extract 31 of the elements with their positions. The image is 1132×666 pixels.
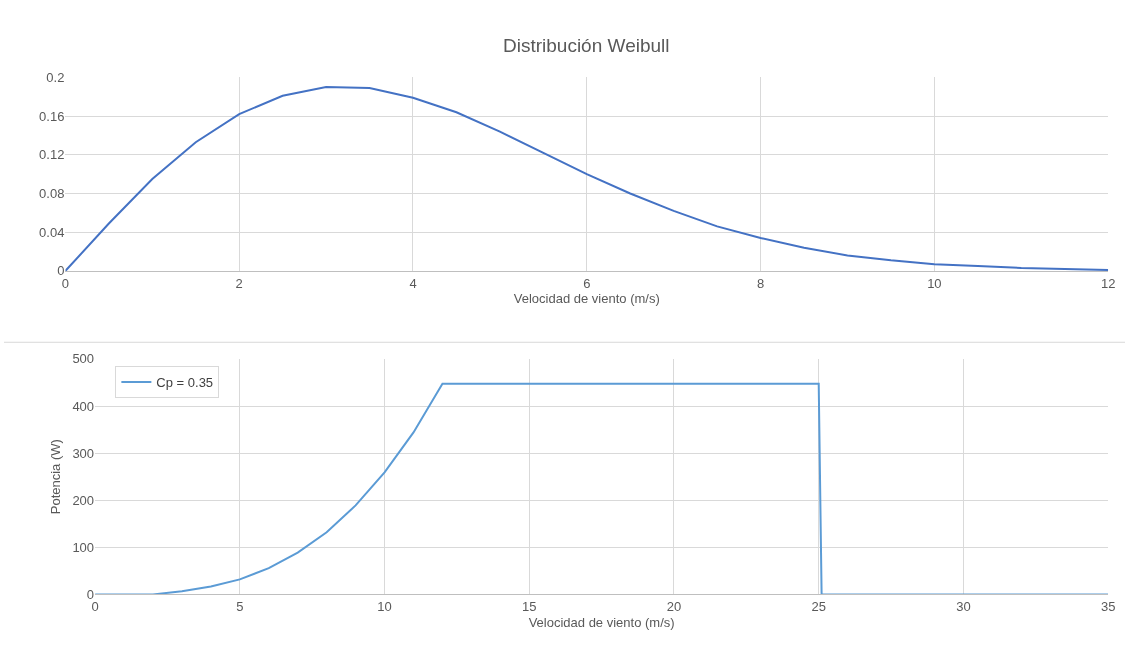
y-tick-label: 0: [57, 263, 65, 279]
x-tick-label: 6: [583, 275, 591, 291]
x-tick-label: 4: [409, 275, 417, 291]
y-tick-label: 0.12: [39, 147, 65, 163]
x-tick-label: 8: [756, 275, 765, 291]
y-tick-label: 400: [72, 398, 95, 414]
line-series: [65, 86, 1109, 271]
y-axis-title: Potencia (W): [48, 439, 64, 515]
y-tick-label: 0.08: [39, 186, 65, 202]
x-tick-label: 5: [236, 599, 244, 615]
x-axis-title: Velocidad de viento (m/s): [528, 614, 675, 630]
y-tick-label: 200: [72, 492, 95, 508]
y-tick-label: 0.16: [39, 108, 65, 124]
chart-title: Distribución Weibull: [503, 35, 670, 56]
legend-label: Cp = 0.35: [156, 374, 214, 390]
x-tick-label: 15: [522, 599, 537, 615]
y-tick-label: 0: [86, 587, 95, 603]
y-tick-label: 300: [72, 445, 95, 461]
y-tick-label: 100: [72, 539, 95, 555]
x-tick-label: 20: [666, 599, 682, 615]
x-tick-label: 25: [811, 599, 826, 615]
x-tick-label: 10: [377, 599, 392, 615]
x-tick-label: 30: [956, 599, 971, 615]
x-axis-title: Velocidad de viento (m/s): [513, 291, 660, 307]
y-tick-label: 500: [72, 351, 95, 367]
x-tick-label: 12: [1100, 275, 1116, 291]
y-tick-label: 0.2: [46, 69, 65, 85]
y-tick-label: 0.04: [39, 224, 65, 240]
x-tick-label: 2: [235, 275, 243, 291]
x-tick-label: 10: [927, 275, 942, 291]
x-tick-label: 35: [1100, 599, 1116, 615]
